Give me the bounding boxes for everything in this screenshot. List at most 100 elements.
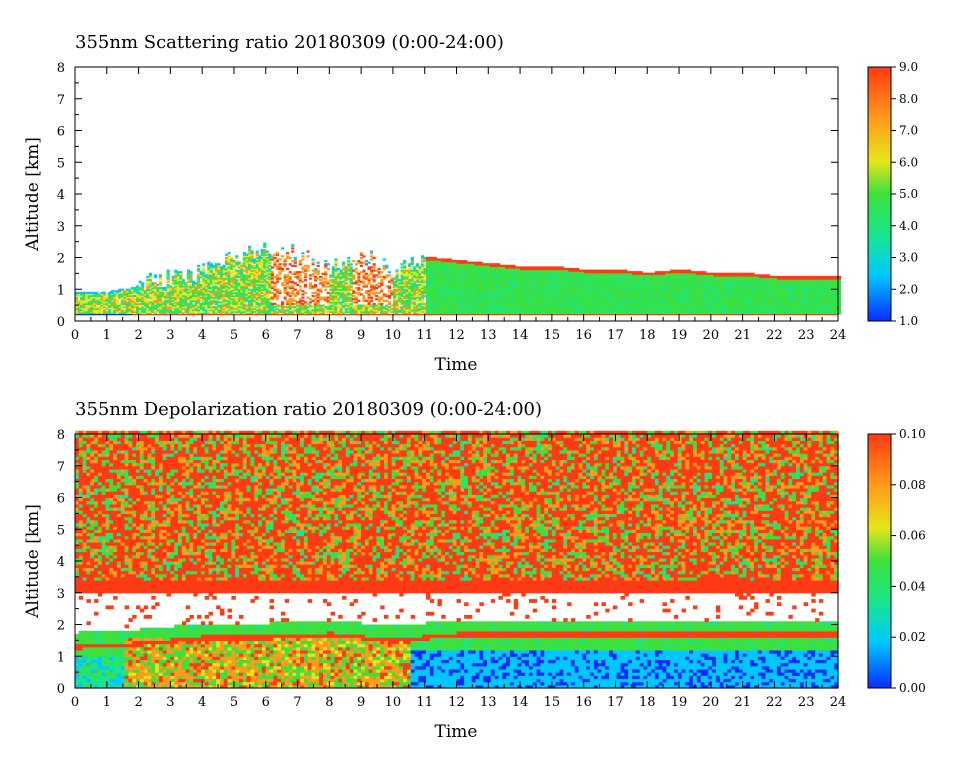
scattering-cell <box>161 296 165 299</box>
scattering-cell <box>230 285 234 288</box>
scattering-cell <box>410 301 414 304</box>
scattering-cell <box>446 266 450 269</box>
scattering-cell <box>286 255 290 258</box>
scattering-cell <box>471 304 475 307</box>
scattering-cell <box>130 312 135 315</box>
scattering-cell <box>408 293 412 296</box>
scattering-cell <box>418 312 422 315</box>
scattering-cell <box>433 264 437 267</box>
scattering-cell <box>469 309 473 312</box>
scattering-cell <box>146 304 150 307</box>
scattering-cell <box>423 285 427 288</box>
scattering-cell <box>380 290 384 293</box>
scattering-cell <box>263 242 267 245</box>
scattering-cell <box>148 275 152 279</box>
scattering-cell <box>367 261 371 264</box>
scattering-cell <box>349 279 353 282</box>
scattering-cell <box>199 299 203 302</box>
scattering-cell <box>110 312 114 315</box>
scattering-cell <box>436 307 440 310</box>
scattering-cell <box>273 275 277 279</box>
scattering-cell <box>347 293 351 296</box>
scattering-cell <box>169 298 173 301</box>
scattering-cell <box>186 271 191 274</box>
scattering-cell <box>344 266 348 269</box>
scattering-cell <box>113 302 117 306</box>
scattering-cell <box>273 294 277 298</box>
scattering-cell <box>77 291 81 294</box>
scattering-cell <box>433 312 437 315</box>
scattering-cell <box>212 306 216 309</box>
scattering-cell <box>476 294 480 298</box>
scattering-cell <box>403 310 407 314</box>
scattering-cell <box>331 301 336 304</box>
scattering-cell <box>512 291 516 294</box>
scattering-cell <box>456 294 460 298</box>
scattering-cell <box>186 312 191 315</box>
scattering-cell <box>316 269 320 272</box>
scattering-cell <box>428 279 432 282</box>
scattering-cell <box>514 306 519 309</box>
scattering-cell <box>225 296 229 299</box>
scattering-cell <box>263 288 267 291</box>
scattering-cell <box>136 299 140 302</box>
scattering-cell <box>217 291 221 294</box>
scattering-cell <box>395 293 399 296</box>
scattering-cell <box>85 296 89 299</box>
scattering-cell <box>212 294 216 298</box>
scattering-cell <box>197 306 201 309</box>
scattering-cell <box>357 309 361 312</box>
scattering-cell <box>245 280 249 283</box>
scattering-cell <box>484 309 488 312</box>
scattering-cell <box>263 282 267 285</box>
scattering-cell <box>141 299 145 302</box>
scattering-cell <box>293 271 297 274</box>
scattering-cell <box>255 309 259 312</box>
scattering-cell <box>291 260 295 263</box>
scattering-cell <box>158 296 163 299</box>
scattering-cell <box>263 261 267 264</box>
scattering-cell <box>298 285 302 288</box>
scattering-cell <box>146 275 150 279</box>
scattering-cell <box>474 302 478 306</box>
scattering-cell <box>204 302 208 306</box>
scattering-cell <box>375 304 379 307</box>
scattering-cell <box>344 288 348 291</box>
scattering-cell <box>344 271 348 274</box>
scattering-cell <box>191 299 196 302</box>
scattering-cell <box>164 298 168 301</box>
scattering-cell <box>174 302 178 306</box>
scattering-cell <box>319 309 323 312</box>
scattering-cell <box>370 255 374 258</box>
scattering-cell <box>522 299 526 302</box>
scattering-cell <box>446 269 450 272</box>
scattering-cell <box>286 309 290 312</box>
scattering-cell <box>314 269 318 272</box>
scattering-cell <box>204 280 208 283</box>
scattering-cell <box>161 312 165 315</box>
scattering-cell <box>202 288 206 291</box>
scattering-cell <box>151 283 155 287</box>
scattering-cell <box>293 260 297 263</box>
scattering-cell <box>212 274 216 277</box>
scattering-cell <box>420 256 425 260</box>
scattering-cell <box>321 285 325 288</box>
scattering-cell <box>522 306 526 309</box>
scattering-cell <box>352 277 356 280</box>
scattering-cell <box>181 304 185 307</box>
scattering-cell <box>431 258 435 261</box>
scattering-cell <box>253 287 257 290</box>
scattering-cell <box>171 299 175 302</box>
scattering-cell <box>342 269 346 272</box>
scattering-cell <box>171 279 175 282</box>
scattering-cell <box>263 271 267 274</box>
scattering-cell <box>517 266 521 269</box>
scattering-cell <box>428 309 432 312</box>
scattering-cell <box>347 277 351 280</box>
scattering-cell <box>428 301 432 304</box>
scattering-cell <box>456 280 460 283</box>
scattering-cell <box>443 306 447 309</box>
scattering-cell <box>156 293 160 296</box>
scattering-cell <box>77 309 81 312</box>
scattering-cell <box>250 275 254 279</box>
